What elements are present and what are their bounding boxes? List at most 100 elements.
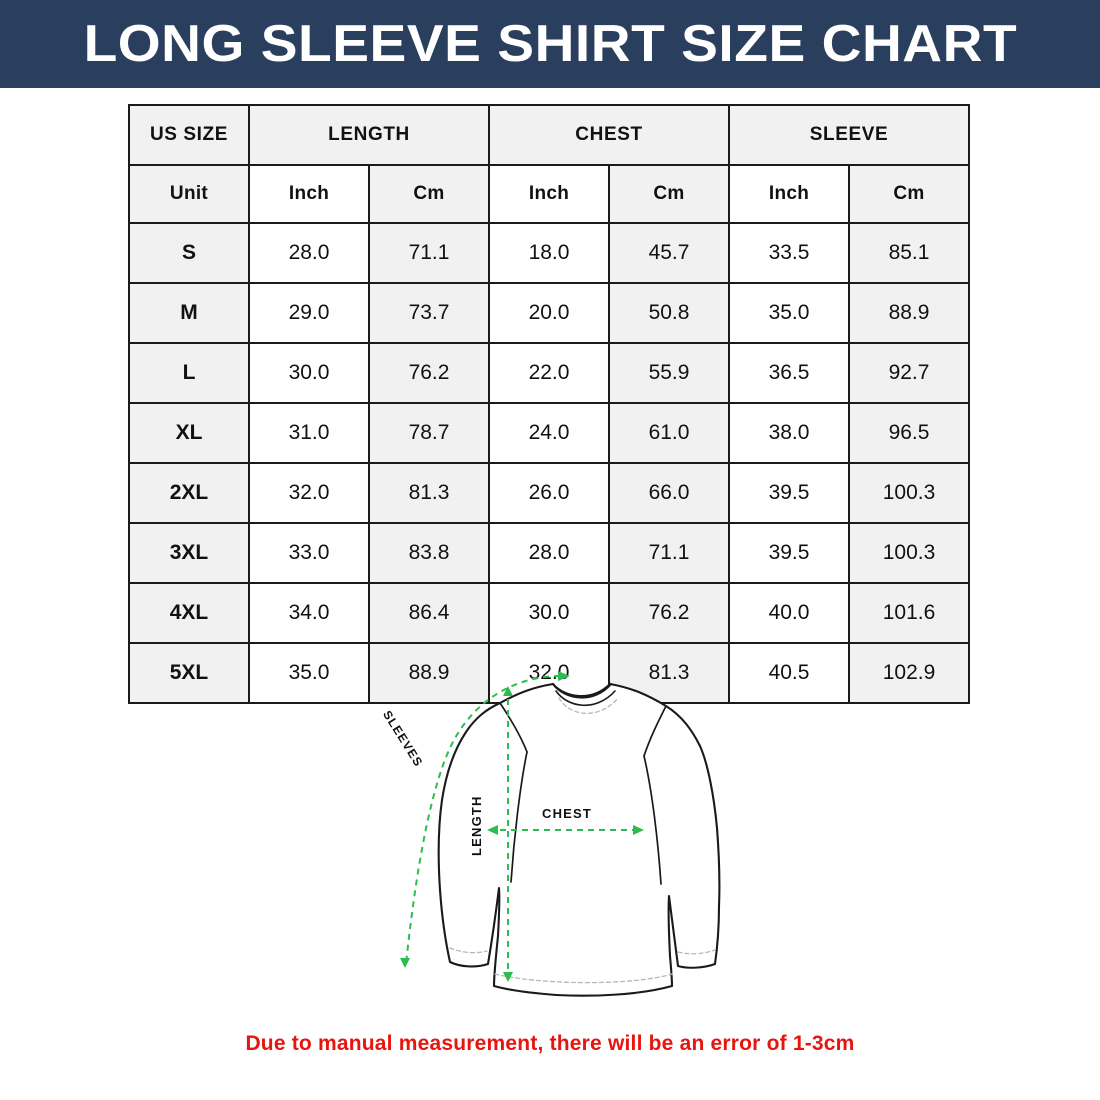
cell-us-size: M <box>128 282 250 344</box>
header-bar: LONG SLEEVE SHIRT SIZE CHART <box>0 0 1100 88</box>
shirt-outline <box>437 682 721 997</box>
cell-sleeve-cm: 100.3 <box>847 462 971 524</box>
table-row: 2XL 32.0 81.3 26.0 66.0 39.5 100.3 <box>128 462 971 524</box>
cell-length-inch: 29.0 <box>248 282 370 344</box>
column-header-sleeve: SLEEVE <box>727 104 971 166</box>
table-row: 3XL 33.0 83.8 28.0 71.1 39.5 100.3 <box>128 522 971 584</box>
table-body: S 28.0 71.1 18.0 45.7 33.5 85.1 M 29.0 73.7 20.0 50… <box>128 222 971 704</box>
table-row: L 30.0 76.2 22.0 55.9 36.5 92.7 <box>128 342 971 404</box>
cell-chest-cm: 71.1 <box>608 522 730 584</box>
cell-sleeve-cm: 85.1 <box>847 222 971 284</box>
cell-chest-inch: 24.0 <box>488 402 610 464</box>
cell-chest-inch: 20.0 <box>488 282 610 344</box>
cell-chest-inch: 22.0 <box>488 342 610 404</box>
size-chart-table-container: US SIZE LENGTH CHEST SLEEVE Unit Inch Cm … <box>128 104 971 704</box>
table-row: 5XL 35.0 88.9 32.0 81.3 40.5 102.9 <box>128 642 971 704</box>
cell-chest-inch: 18.0 <box>488 222 610 284</box>
cell-chest-cm: 55.9 <box>608 342 730 404</box>
cell-length-cm: 76.2 <box>368 342 490 404</box>
measurement-disclaimer: Due to manual measurement, there will be… <box>245 1032 855 1055</box>
cuff-dashed-right <box>677 949 716 955</box>
chest-arrow-right <box>633 825 644 835</box>
cell-length-inch: 31.0 <box>248 402 370 464</box>
sleeves-arrow-top <box>558 671 570 681</box>
neckline-outer <box>551 682 613 699</box>
cell-length-inch: 35.0 <box>248 642 370 704</box>
hem-dashed <box>494 973 673 984</box>
cell-us-size: 3XL <box>128 522 250 584</box>
page-title: LONG SLEEVE SHIRT SIZE CHART <box>83 15 1017 73</box>
cell-sleeve-cm: 101.6 <box>847 582 971 644</box>
shoulder-seam-left <box>499 702 528 753</box>
column-header-chest: CHEST <box>488 104 730 166</box>
cell-length-cm: 78.7 <box>368 402 490 464</box>
cell-sleeve-inch: 35.0 <box>728 282 850 344</box>
cell-length-cm: 83.8 <box>368 522 490 584</box>
collar-band <box>555 690 616 707</box>
cell-chest-cm: 45.7 <box>608 222 730 284</box>
table-unit-header-row: Unit Inch Cm Inch Cm Inch Cm <box>128 164 971 224</box>
cell-length-cm: 71.1 <box>368 222 490 284</box>
cell-length-cm: 88.9 <box>368 642 490 704</box>
armhole-seam-right <box>643 755 662 885</box>
cell-us-size: 4XL <box>128 582 250 644</box>
unit-header-chest-inch: Inch <box>488 164 610 224</box>
measure-arrowheads <box>400 671 644 982</box>
cell-sleeve-cm: 102.9 <box>847 642 971 704</box>
shirt-measurement-diagram: CHEST LENGTH SLEEVES <box>370 668 730 1013</box>
cell-length-inch: 28.0 <box>248 222 370 284</box>
cell-chest-inch: 26.0 <box>488 462 610 524</box>
cell-sleeve-inch: 38.0 <box>728 402 850 464</box>
cell-length-cm: 73.7 <box>368 282 490 344</box>
table-group-header-row: US SIZE LENGTH CHEST SLEEVE <box>128 104 971 166</box>
cell-length-cm: 86.4 <box>368 582 490 644</box>
cell-length-inch: 32.0 <box>248 462 370 524</box>
cell-length-inch: 34.0 <box>248 582 370 644</box>
cell-sleeve-cm: 88.9 <box>847 282 971 344</box>
cell-sleeve-inch: 40.5 <box>728 642 850 704</box>
cell-sleeve-cm: 92.7 <box>847 342 971 404</box>
sleeves-measure-line <box>405 675 561 965</box>
table-row: XL 31.0 78.7 24.0 61.0 38.0 96.5 <box>128 402 971 464</box>
unit-header-chest-cm: Cm <box>608 164 730 224</box>
length-arrow-top <box>503 686 513 696</box>
cell-sleeve-inch: 40.0 <box>728 582 850 644</box>
cuff-dashed-left <box>449 947 488 954</box>
chest-label: CHEST <box>542 806 593 821</box>
cell-chest-inch: 30.0 <box>488 582 610 644</box>
cell-us-size: 5XL <box>128 642 250 704</box>
cell-length-cm: 81.3 <box>368 462 490 524</box>
cell-us-size: S <box>128 222 250 284</box>
shirt-illustration <box>400 671 721 997</box>
armhole-seam-left <box>510 751 528 883</box>
table-row: 4XL 34.0 86.4 30.0 76.2 40.0 101.6 <box>128 582 971 644</box>
cell-chest-cm: 61.0 <box>608 402 730 464</box>
cell-sleeve-inch: 33.5 <box>728 222 850 284</box>
unit-header-sleeve-inch: Inch <box>728 164 850 224</box>
cell-length-inch: 33.0 <box>248 522 370 584</box>
cell-us-size: L <box>128 342 250 404</box>
cell-sleeve-cm: 96.5 <box>847 402 971 464</box>
collar-inner-dashed <box>558 697 619 714</box>
length-label: LENGTH <box>469 795 484 856</box>
column-header-length: LENGTH <box>248 104 490 166</box>
cell-length-inch: 30.0 <box>248 342 370 404</box>
cell-chest-cm: 50.8 <box>608 282 730 344</box>
chest-arrow-left <box>487 825 498 835</box>
cell-sleeve-inch: 36.5 <box>728 342 850 404</box>
unit-header-sleeve-cm: Cm <box>847 164 971 224</box>
length-arrow-bottom <box>503 972 513 982</box>
cell-chest-inch: 28.0 <box>488 522 610 584</box>
sleeves-arrow-bottom <box>400 958 410 968</box>
shoulder-seam-right <box>643 705 667 757</box>
unit-header-us-size: Unit <box>128 164 250 224</box>
cell-sleeve-inch: 39.5 <box>728 522 850 584</box>
size-chart-table: US SIZE LENGTH CHEST SLEEVE Unit Inch Cm … <box>128 104 971 704</box>
cell-sleeve-inch: 39.5 <box>728 462 850 524</box>
table-row: S 28.0 71.1 18.0 45.7 33.5 85.1 <box>128 222 971 284</box>
table-row: M 29.0 73.7 20.0 50.8 35.0 88.9 <box>128 282 971 344</box>
cell-chest-cm: 66.0 <box>608 462 730 524</box>
cell-us-size: XL <box>128 402 250 464</box>
unit-header-length-inch: Inch <box>248 164 370 224</box>
column-header-us-size: US SIZE <box>128 104 250 166</box>
